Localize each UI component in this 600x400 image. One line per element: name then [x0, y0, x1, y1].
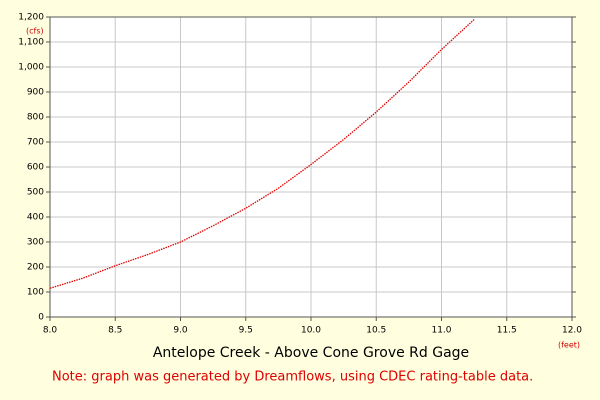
- x-axis-unit: (feet): [558, 341, 580, 350]
- y-axis-unit: (cfs): [26, 27, 44, 36]
- y-tick-label: 200: [27, 263, 44, 273]
- x-tick-label: 8.5: [108, 326, 122, 336]
- y-tick-label: 100: [27, 288, 44, 298]
- x-tick-label: 10.0: [301, 326, 321, 336]
- rating-line: [49, 19, 475, 289]
- x-tick-label: 10.5: [366, 326, 386, 336]
- plot-frame: [49, 16, 573, 318]
- x-tick-label: 9.5: [239, 326, 253, 336]
- y-tick-label: 400: [27, 213, 44, 223]
- y-tick-label: 500: [27, 188, 44, 198]
- y-tick-label: 1,200: [18, 13, 44, 23]
- chart-title: Antelope Creek - Above Cone Grove Rd Gag…: [153, 345, 469, 361]
- x-tick-label: 11.5: [497, 326, 517, 336]
- y-tick-label: 800: [27, 113, 44, 123]
- y-tick-label: 1,100: [18, 38, 44, 48]
- x-tick-label: 9.0: [173, 326, 188, 336]
- y-tick-label: 600: [27, 163, 44, 173]
- x-tick-label: 8.0: [43, 326, 58, 336]
- x-tick-label: 12.0: [562, 326, 582, 336]
- y-tick-label: 900: [27, 88, 44, 98]
- y-tick-label: 700: [27, 138, 44, 148]
- y-tick-label: 1,000: [18, 63, 44, 73]
- y-tick-label: 0: [38, 313, 44, 323]
- y-tick-label: 300: [27, 238, 44, 248]
- note: Note: graph was generated by Dreamflows,…: [52, 370, 533, 385]
- x-tick-label: 11.0: [431, 326, 451, 336]
